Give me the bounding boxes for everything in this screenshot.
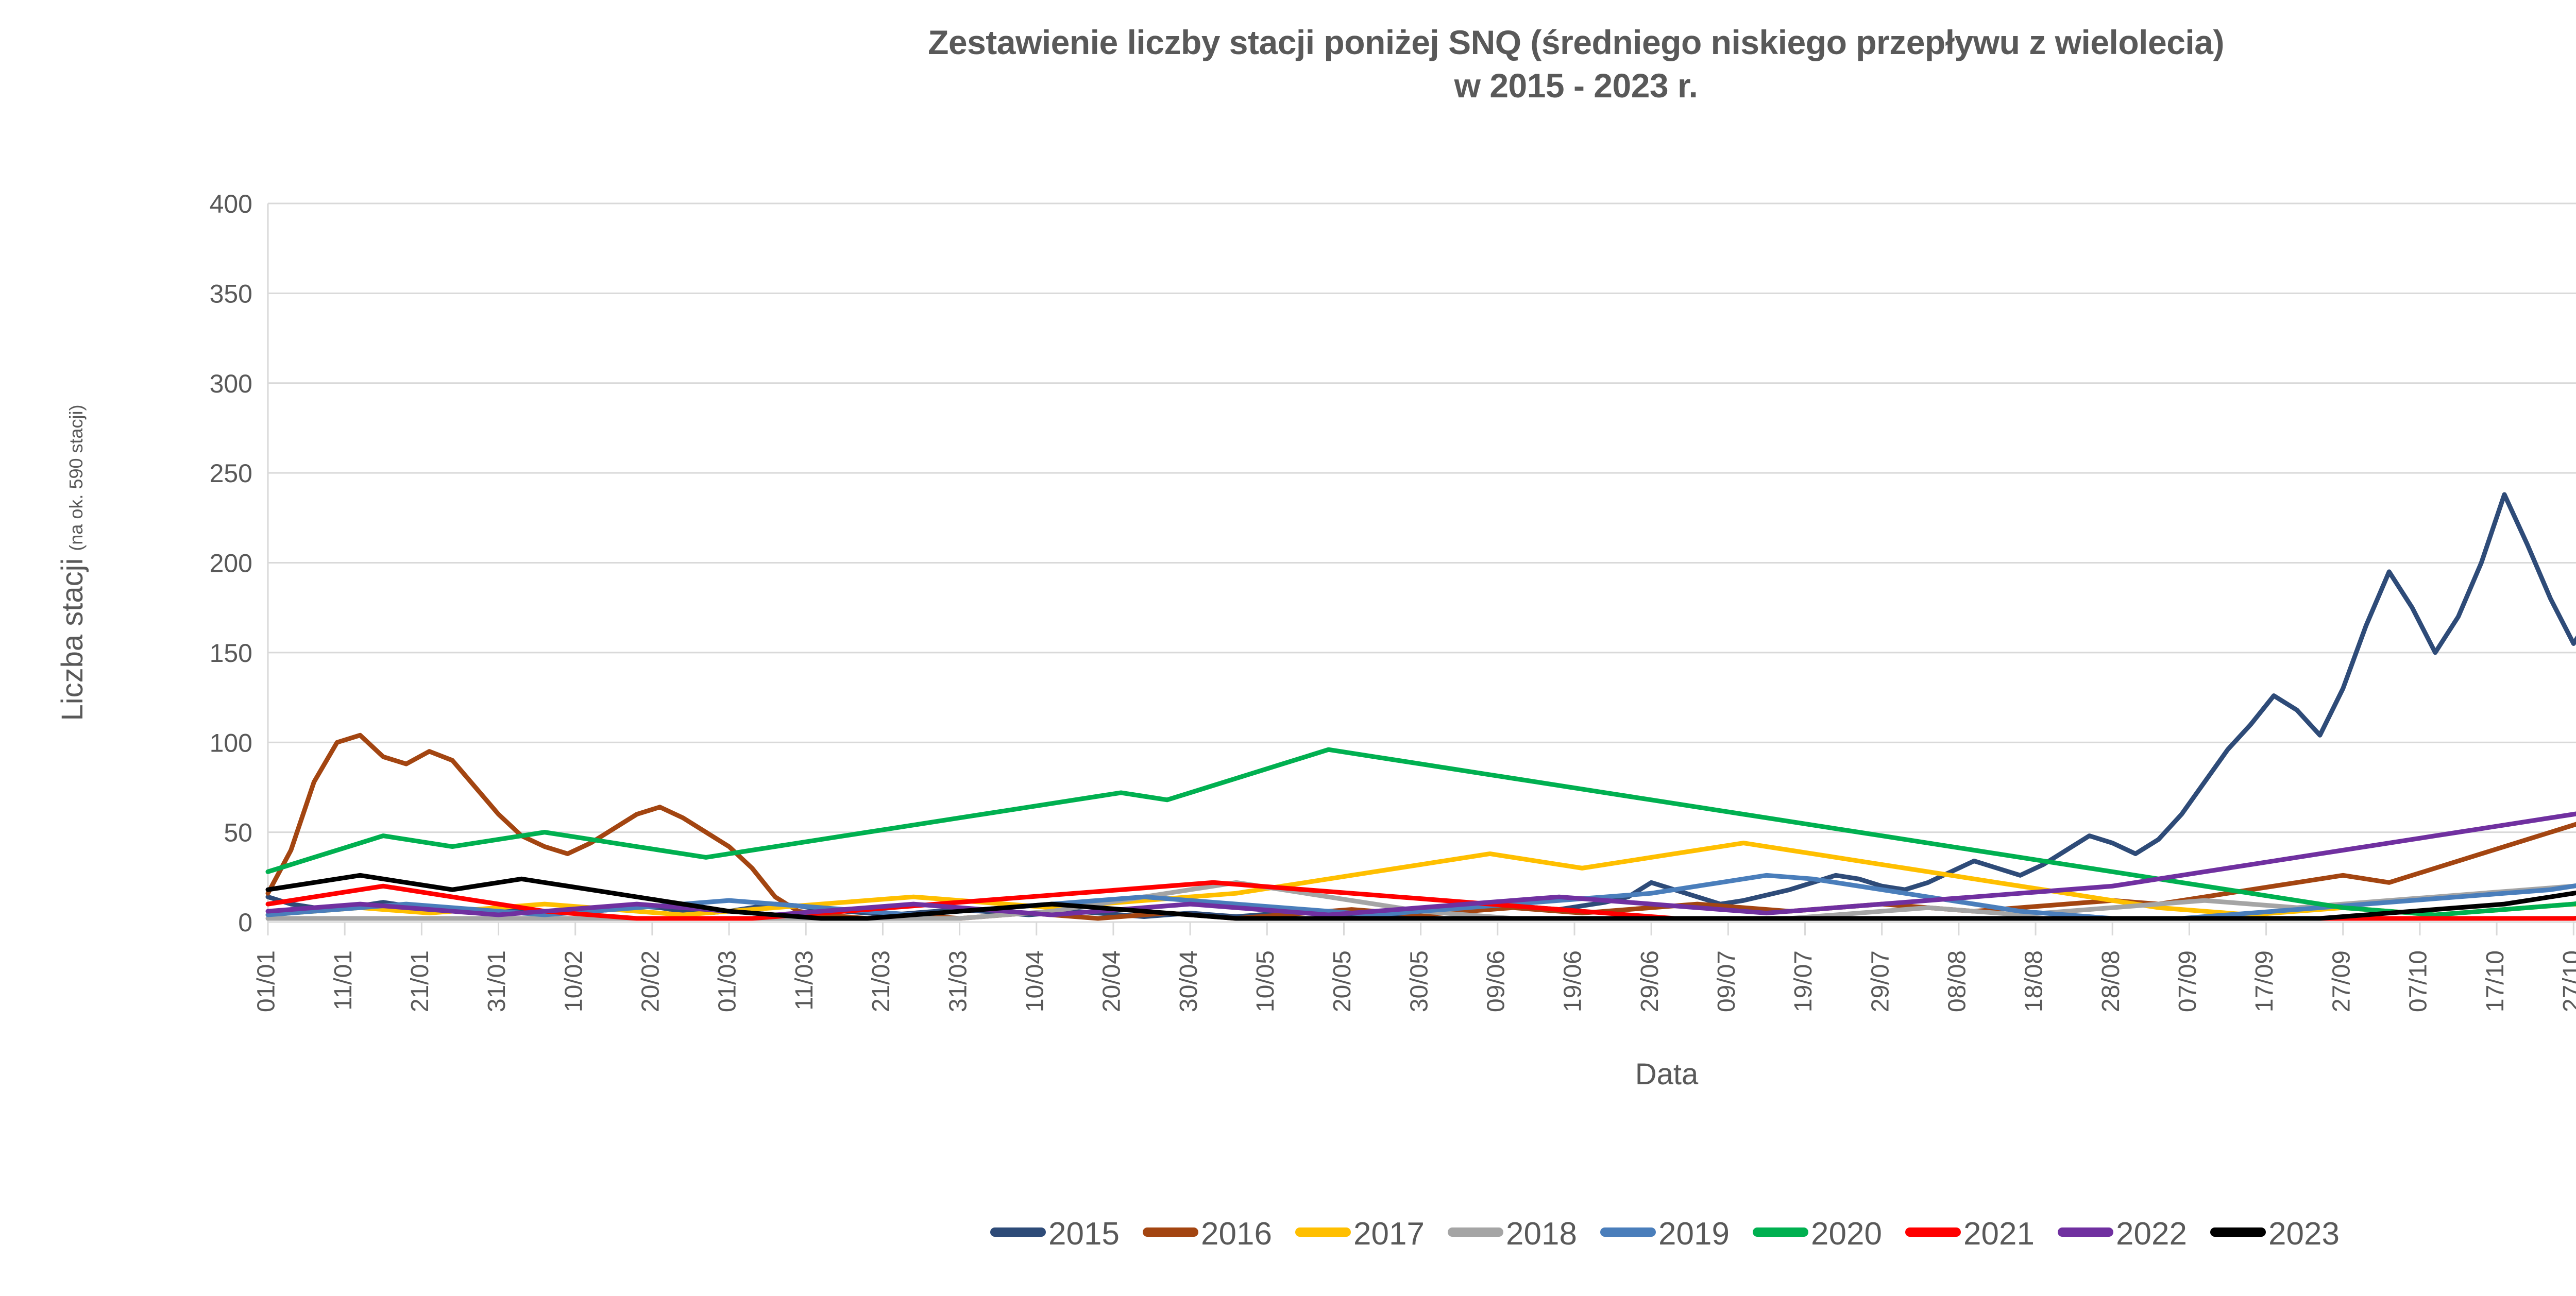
chart-legend: 2015 2016 2017 2018 2019 2020 2021 2022 2023	[990, 1216, 2340, 1252]
legend-label-2018[interactable]: 2018	[1506, 1216, 1577, 1252]
x-tick-label-01-01: 01/01	[253, 950, 280, 1012]
x-tick-label-10-05: 10/05	[1252, 950, 1279, 1012]
x-tick-label-07-09: 07/09	[2174, 950, 2201, 1012]
y-axis-title-sub: (na ok. 590 stacji)	[65, 404, 87, 551]
x-tick-label-01-03: 01/03	[714, 950, 741, 1012]
series-line-2017	[265, 841, 2576, 917]
series-line-2023	[265, 873, 2576, 921]
legend-label-2017[interactable]: 2017	[1353, 1216, 1425, 1252]
x-tick-label-19-07: 19/07	[1790, 950, 1817, 1012]
y-tick-label-0: 0	[238, 908, 252, 937]
x-tick-label-27-10: 27/10	[2558, 950, 2576, 1012]
legend-label-2019[interactable]: 2019	[1658, 1216, 1730, 1252]
y-tick-label-250: 250	[210, 459, 252, 488]
x-tick-label-28-08: 28/08	[2097, 950, 2125, 1012]
x-tick-label-09-06: 09/06	[1482, 950, 1510, 1012]
x-tick-label-20-05: 20/05	[1329, 950, 1356, 1012]
y-tick-label-300: 300	[210, 369, 252, 398]
legend-label-2023[interactable]: 2023	[2268, 1216, 2340, 1252]
chart-title: Zestawienie liczby stacji poniżej SNQ (ś…	[0, 21, 2576, 107]
chart-title-line-1: Zestawienie liczby stacji poniżej SNQ (ś…	[928, 23, 2224, 61]
x-tick-label-21-01: 21/01	[406, 950, 434, 1012]
x-tick-label-30-05: 30/05	[1405, 950, 1433, 1012]
y-tick-label-400: 400	[210, 190, 252, 218]
legend-label-2021[interactable]: 2021	[1963, 1216, 2035, 1252]
x-axis-tick-labels: 01/01 11/01 21/01 31/01 10/02 20/02 01/03 11/03…	[253, 950, 2576, 1012]
series-line-2015	[265, 492, 2576, 919]
x-tick-label-29-06: 29/06	[1636, 950, 1664, 1012]
legend-label-2015[interactable]: 2015	[1048, 1216, 1120, 1252]
x-tick-label-11-01: 11/01	[330, 950, 357, 1011]
x-tick-label-29-07: 29/07	[1867, 950, 1894, 1012]
x-tick-label-30-04: 30/04	[1175, 950, 1202, 1012]
x-tick-label-09-07: 09/07	[1713, 950, 1740, 1012]
x-tick-label-17-10: 17/10	[2482, 950, 2509, 1012]
x-axis-tick-marks	[267, 922, 2574, 935]
x-tick-label-08-08: 08/08	[1944, 950, 1971, 1012]
x-tick-label-31-03: 31/03	[944, 950, 972, 1012]
x-tick-label-11-03: 11/03	[791, 950, 818, 1011]
series-line-2022	[265, 811, 2576, 917]
y-axis-title: Liczba stacji (na ok. 590 stacji)	[56, 404, 89, 721]
x-tick-label-10-02: 10/02	[560, 950, 587, 1012]
y-tick-label-100: 100	[210, 728, 252, 757]
x-tick-label-20-02: 20/02	[637, 950, 665, 1012]
x-tick-label-07-10: 07/10	[2405, 950, 2432, 1012]
legend-label-2022[interactable]: 2022	[2116, 1216, 2187, 1252]
y-tick-label-350: 350	[210, 279, 252, 308]
legend-label-2020[interactable]: 2020	[1811, 1216, 1882, 1252]
y-axis-tick-labels: 0 50 100 150 200 250 300 350 400	[210, 190, 252, 937]
x-tick-label-21-03: 21/03	[868, 950, 895, 1012]
series-line-2018	[265, 880, 2576, 921]
x-tick-label-20-04: 20/04	[1098, 950, 1126, 1012]
y-axis-title-main: Liczba stacji	[56, 558, 89, 721]
x-tick-label-31-01: 31/01	[483, 950, 511, 1012]
legend-label-2016[interactable]: 2016	[1201, 1216, 1272, 1252]
y-tick-label-200: 200	[210, 549, 252, 578]
x-tick-label-19-06: 19/06	[1560, 950, 1587, 1012]
x-axis-title: Data	[1635, 1058, 1699, 1091]
y-tick-label-150: 150	[210, 639, 252, 668]
axis-titles-group: Liczba stacji (na ok. 590 stacji) Data	[56, 404, 1699, 1091]
x-tick-label-27-09: 27/09	[2328, 950, 2355, 1012]
x-tick-label-10-04: 10/04	[1021, 950, 1048, 1012]
gridlines-group	[267, 202, 2576, 923]
x-tick-label-18-08: 18/08	[2021, 950, 2048, 1012]
series-line-2021	[265, 880, 2576, 921]
series-line-2020	[265, 747, 2576, 917]
x-tick-label-17-09: 17/09	[2251, 950, 2278, 1012]
data-series-group	[265, 492, 2576, 921]
chart-title-line-2: w 2015 - 2023 r.	[1454, 66, 1698, 105]
y-tick-label-50: 50	[224, 818, 252, 847]
